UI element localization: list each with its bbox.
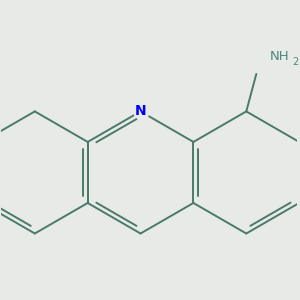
Text: N: N <box>135 104 146 118</box>
Text: NH: NH <box>270 50 289 63</box>
Text: 2: 2 <box>292 57 298 67</box>
